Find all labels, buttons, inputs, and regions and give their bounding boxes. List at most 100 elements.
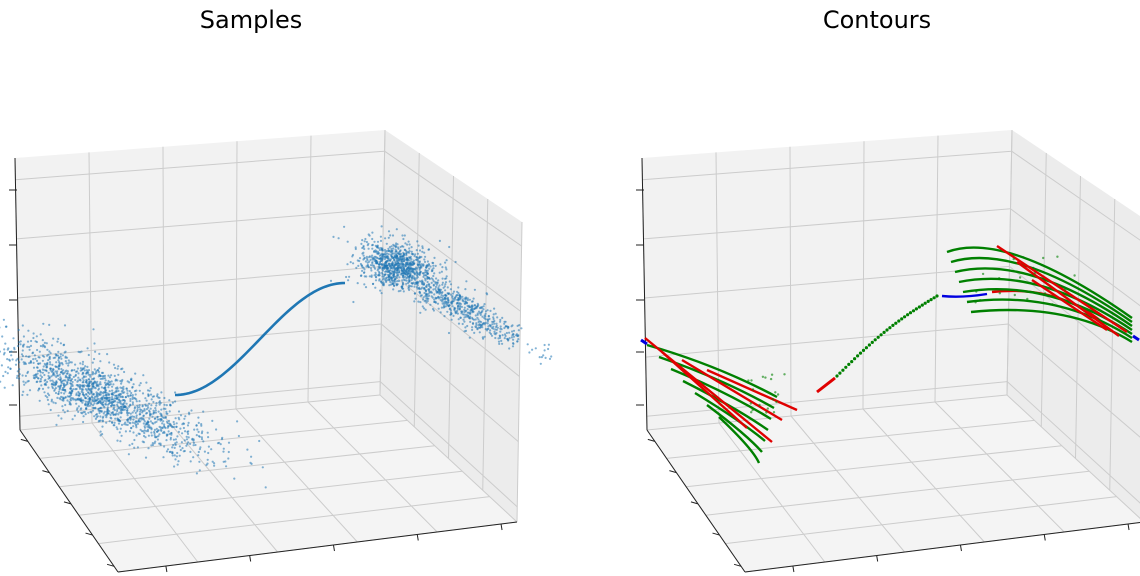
sample-point xyxy=(72,375,75,379)
sample-point xyxy=(151,415,154,418)
contour-red xyxy=(681,358,783,422)
sample-point xyxy=(35,380,38,384)
sample-point xyxy=(71,397,74,400)
sample-point xyxy=(224,460,227,463)
sample-point xyxy=(444,266,447,269)
sample-point xyxy=(171,454,174,457)
sample-point xyxy=(38,387,41,390)
sample-point xyxy=(150,434,153,437)
sample-point xyxy=(425,274,428,277)
sample-point xyxy=(8,359,11,362)
sample-point xyxy=(379,239,383,242)
sample-point xyxy=(457,322,461,325)
sample-point xyxy=(161,426,164,429)
sample-point xyxy=(43,373,46,377)
sample-point xyxy=(171,401,174,404)
sample-point xyxy=(422,275,425,278)
sample-point xyxy=(440,270,443,273)
sample-point xyxy=(70,385,73,388)
sample-point xyxy=(110,404,113,407)
sample-point xyxy=(441,281,444,284)
sample-point xyxy=(516,340,519,343)
sample-point xyxy=(394,277,397,280)
sample-point xyxy=(162,407,165,410)
sample-point xyxy=(396,267,399,270)
sample-point xyxy=(395,282,398,285)
sample-point xyxy=(382,282,385,286)
sample-point xyxy=(64,374,67,377)
sample-point xyxy=(432,261,435,265)
sample-point xyxy=(432,267,435,270)
sample-point xyxy=(94,372,97,375)
sample-point xyxy=(165,404,168,407)
sample-point xyxy=(437,307,440,310)
x-tick xyxy=(1127,523,1130,531)
contour-green-dot xyxy=(758,403,761,407)
sample-point xyxy=(402,255,405,258)
sample-point xyxy=(114,366,117,370)
sample-point xyxy=(99,377,102,380)
sample-point xyxy=(146,430,150,433)
sample-point xyxy=(138,432,141,436)
sample-point xyxy=(127,417,130,420)
sample-point xyxy=(139,382,142,385)
sample-point xyxy=(150,444,153,447)
sample-point xyxy=(168,410,171,413)
sample-point xyxy=(352,300,355,304)
sample-point xyxy=(81,363,84,366)
sample-point xyxy=(471,316,474,319)
sample-point xyxy=(115,394,118,397)
sample-point xyxy=(169,424,172,427)
sample-point xyxy=(170,425,174,428)
sample-point xyxy=(357,264,360,267)
sample-point xyxy=(88,378,91,381)
contour-green-dot xyxy=(765,411,768,414)
sample-point xyxy=(52,356,55,360)
sample-point xyxy=(87,353,90,357)
sample-point xyxy=(124,430,127,433)
sample-point xyxy=(54,383,58,386)
sample-point xyxy=(123,423,126,426)
sample-point xyxy=(387,266,390,270)
sample-point xyxy=(123,370,126,374)
sample-point xyxy=(64,390,67,393)
sample-point xyxy=(116,401,119,404)
sample-point xyxy=(161,416,164,419)
sample-point xyxy=(446,292,449,295)
sample-point xyxy=(91,361,94,364)
sample-point xyxy=(227,450,230,454)
sample-point xyxy=(195,472,198,475)
sample-point xyxy=(146,404,149,407)
sample-point xyxy=(441,266,444,269)
sample-point xyxy=(424,308,427,311)
sample-point xyxy=(369,267,373,270)
sample-point xyxy=(107,393,110,397)
sample-point xyxy=(117,373,120,376)
sample-point xyxy=(380,252,383,255)
sample-point xyxy=(187,411,191,414)
sample-point xyxy=(116,408,119,411)
sample-point xyxy=(49,408,52,412)
sample-point xyxy=(246,448,249,451)
sample-point xyxy=(51,344,54,347)
sample-point xyxy=(67,379,70,382)
sample-point xyxy=(482,308,485,311)
sample-point xyxy=(93,342,96,345)
sample-point xyxy=(39,333,42,336)
x-tick xyxy=(876,555,879,562)
sample-point xyxy=(441,283,444,286)
sample-point xyxy=(66,409,69,412)
sample-point xyxy=(4,325,8,328)
sample-point xyxy=(401,283,404,286)
sample-point xyxy=(474,314,477,317)
sample-point xyxy=(356,282,359,285)
sample-point xyxy=(50,375,53,378)
sample-point xyxy=(129,399,132,403)
sample-point xyxy=(108,420,111,423)
sample-point xyxy=(499,325,502,328)
contour-green-dot xyxy=(1042,256,1045,260)
sample-point xyxy=(61,405,64,408)
sample-point xyxy=(138,384,141,387)
sample-point xyxy=(125,402,128,405)
sample-point xyxy=(113,421,116,424)
